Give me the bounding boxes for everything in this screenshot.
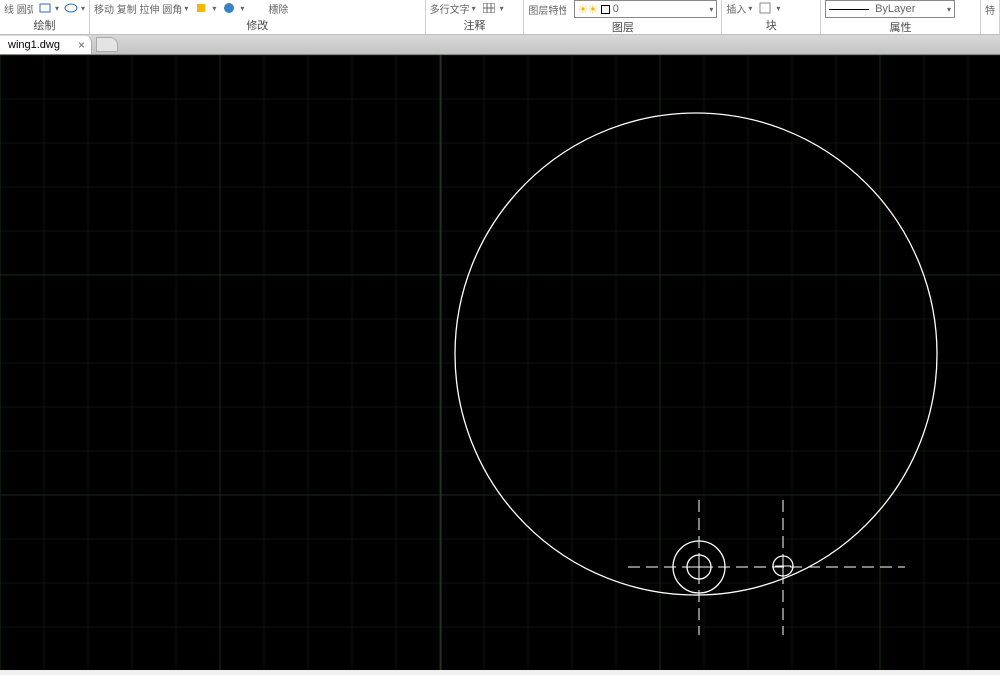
paint-icon[interactable] [192, 1, 210, 15]
caret-down-icon: ▾ [709, 5, 713, 14]
block-items-text: 插入 [726, 1, 746, 16]
ribbon-label-layer: 图层 [524, 18, 721, 36]
dropdown-arrow-icon[interactable]: ▾ [212, 4, 216, 13]
ribbon-section-partial: 特 [981, 0, 1000, 34]
ribbon-section-block: 插入 ▾ ▾ 块 [722, 0, 821, 34]
dropdown-arrow-icon[interactable]: ▾ [81, 4, 85, 13]
layer-value: 0 [613, 3, 619, 15]
dropdown-arrow-icon[interactable]: ▾ [776, 4, 780, 13]
partial-right-label: 特 [985, 2, 995, 17]
dropdown-arrow-icon[interactable]: ▾ [184, 4, 188, 13]
annotate-items-text: 多行文字 [430, 1, 470, 16]
sun-icon: ☀ [588, 3, 598, 16]
document-tabbar: wing1.dwg × [0, 35, 1000, 55]
linetype-dropdown[interactable]: ByLayer ▾ [825, 0, 955, 18]
dropdown-arrow-icon[interactable]: ▾ [472, 4, 476, 13]
ribbon-label-annotate: 注释 [426, 16, 524, 34]
draw-items-text: 线 圆弧 [4, 1, 33, 16]
tab-active[interactable]: wing1.dwg × [0, 36, 92, 54]
ribbon-label-draw: 绘制 [0, 16, 89, 34]
sun-icon: ☀ [578, 3, 588, 16]
block-icon[interactable] [756, 1, 774, 15]
dropdown-arrow-icon[interactable]: ▾ [240, 4, 244, 13]
layer-dropdown[interactable]: ☀ ☀ 0 ▾ [574, 0, 717, 18]
ribbon-section-modify: 移动 复制 拉伸 圆角 ▾ ▾ ▾ 標除 修改 [90, 0, 426, 34]
rectangle-icon[interactable] [37, 1, 53, 15]
ribbon-label-block: 块 [722, 16, 820, 34]
line-preview [829, 9, 869, 10]
modify-items-text: 移动 复制 拉伸 圆角 [94, 1, 182, 16]
circle-tool-icon[interactable] [220, 1, 238, 15]
drawing-canvas[interactable] [0, 55, 1000, 670]
ribbon-toolbar: 线 圆弧 ▾ ▾ 绘制 移动 复制 拉伸 圆角 ▾ ▾ ▾ 標除 修改 多行文字… [0, 0, 1000, 35]
layer-items-text: 图层特性 [528, 2, 566, 17]
bylayer-value: ByLayer [875, 3, 915, 15]
table-icon[interactable] [480, 1, 498, 15]
tab-label: wing1.dwg [8, 39, 60, 51]
ribbon-label-modify: 修改 [90, 16, 425, 34]
caret-down-icon: ▾ [947, 5, 951, 14]
ribbon-section-properties: ByLayer ▾ 属性 [821, 0, 981, 34]
new-tab-button[interactable] [96, 37, 118, 52]
drawing-canvas-wrap [0, 55, 1000, 670]
ribbon-section-draw: 线 圆弧 ▾ ▾ 绘制 [0, 0, 90, 34]
close-icon[interactable]: × [78, 38, 85, 52]
ribbon-section-annotate: 多行文字 ▾ ▾ 注释 [426, 0, 525, 34]
dropdown-arrow-icon[interactable]: ▾ [500, 4, 504, 13]
layer-color-swatch [601, 5, 610, 14]
ellipse-icon[interactable] [63, 1, 79, 15]
ribbon-section-layer: 图层特性 ☀ ☀ 0 ▾ 图层 [524, 0, 722, 34]
dropdown-arrow-icon[interactable]: ▾ [55, 4, 59, 13]
ribbon-label-properties: 属性 [821, 18, 980, 36]
dropdown-arrow-icon[interactable]: ▾ [748, 4, 752, 13]
